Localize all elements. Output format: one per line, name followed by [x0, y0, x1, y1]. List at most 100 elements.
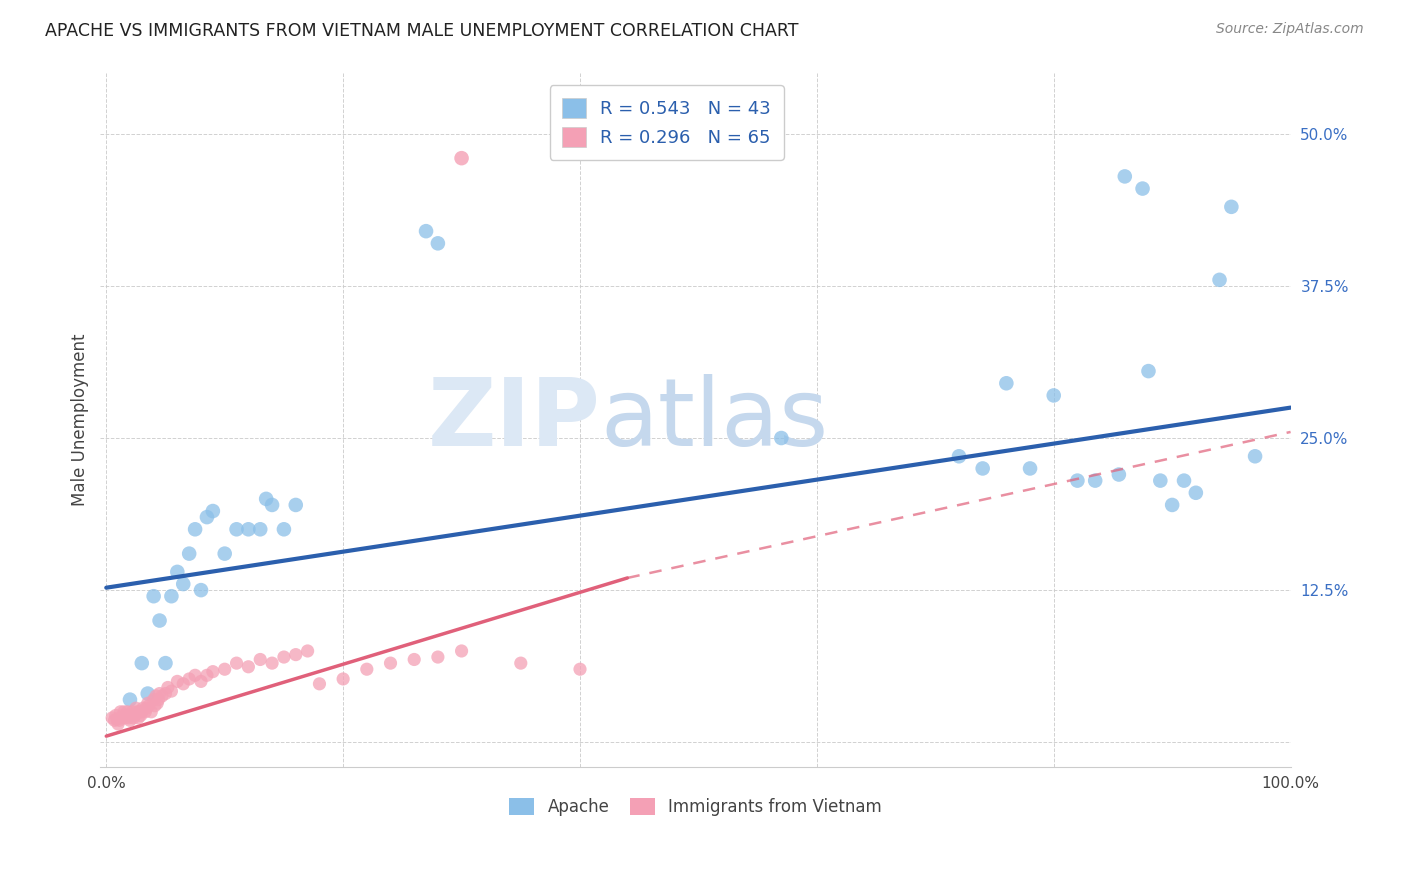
Point [112, 705, 135, 719]
Point [238, 522, 260, 536]
Point [1220, 200, 1243, 214]
Point [114, 711, 136, 725]
Point [195, 668, 218, 682]
Point [297, 644, 319, 658]
Point [948, 450, 970, 464]
Point [201, 665, 224, 679]
Point [148, 687, 170, 701]
Point [166, 674, 188, 689]
Point [148, 692, 170, 706]
Point [135, 701, 157, 715]
Point [104, 708, 127, 723]
Point [1066, 474, 1088, 488]
Point [415, 224, 437, 238]
Point [972, 461, 994, 475]
Point [124, 708, 146, 723]
Point [273, 522, 295, 536]
Point [450, 151, 472, 165]
Point [569, 662, 592, 676]
Point [225, 656, 247, 670]
Point [1208, 273, 1230, 287]
Legend: Apache, Immigrants from Vietnam: Apache, Immigrants from Vietnam [501, 789, 890, 824]
Point [117, 705, 139, 719]
Point [156, 681, 179, 695]
Point [1173, 474, 1195, 488]
Point [1137, 364, 1160, 378]
Point [404, 652, 426, 666]
Point [108, 714, 131, 728]
Point [380, 656, 402, 670]
Point [172, 677, 194, 691]
Point [284, 498, 307, 512]
Point [509, 656, 531, 670]
Point [136, 696, 159, 710]
Point [111, 711, 134, 725]
Point [143, 698, 166, 713]
Point [225, 522, 247, 536]
Point [129, 708, 152, 723]
Point [141, 705, 163, 719]
Point [148, 614, 170, 628]
Point [120, 708, 142, 723]
Point [111, 708, 134, 723]
Point [132, 701, 155, 715]
Point [101, 711, 124, 725]
Point [284, 648, 307, 662]
Point [1244, 450, 1267, 464]
Point [136, 687, 159, 701]
Point [995, 376, 1018, 391]
Point [201, 504, 224, 518]
Point [105, 712, 128, 726]
Point [238, 660, 260, 674]
Point [118, 714, 141, 728]
Point [155, 687, 177, 701]
Point [262, 498, 284, 512]
Point [131, 705, 153, 719]
Point [142, 692, 165, 706]
Point [214, 547, 236, 561]
Point [426, 236, 449, 251]
Point [273, 650, 295, 665]
Point [184, 668, 207, 682]
Point [356, 662, 378, 676]
Point [195, 510, 218, 524]
Point [127, 711, 149, 725]
Point [249, 652, 271, 666]
Point [1084, 474, 1107, 488]
Point [131, 656, 153, 670]
Point [125, 705, 148, 719]
Point [118, 711, 141, 725]
Point [184, 522, 207, 536]
Point [166, 565, 188, 579]
Point [172, 577, 194, 591]
Point [254, 491, 277, 506]
Text: APACHE VS IMMIGRANTS FROM VIETNAM MALE UNEMPLOYMENT CORRELATION CHART: APACHE VS IMMIGRANTS FROM VIETNAM MALE U… [45, 22, 799, 40]
Point [125, 701, 148, 715]
Y-axis label: Male Unemployment: Male Unemployment [72, 334, 89, 506]
Point [142, 589, 165, 603]
Point [249, 522, 271, 536]
Text: Source: ZipAtlas.com: Source: ZipAtlas.com [1216, 22, 1364, 37]
Point [190, 674, 212, 689]
Point [1132, 181, 1154, 195]
Point [1185, 485, 1208, 500]
Point [103, 714, 125, 728]
Point [1161, 498, 1184, 512]
Point [179, 547, 201, 561]
Point [332, 672, 354, 686]
Point [450, 644, 472, 658]
Point [1108, 467, 1130, 482]
Point [1042, 388, 1064, 402]
Point [115, 708, 138, 723]
Point [770, 431, 793, 445]
Point [110, 705, 132, 719]
Point [1149, 474, 1171, 488]
Text: atlas: atlas [600, 374, 828, 466]
Point [1114, 169, 1136, 184]
Point [134, 705, 156, 719]
Point [262, 656, 284, 670]
Point [145, 689, 167, 703]
Point [190, 583, 212, 598]
Point [138, 698, 160, 713]
Text: ZIP: ZIP [427, 374, 600, 466]
